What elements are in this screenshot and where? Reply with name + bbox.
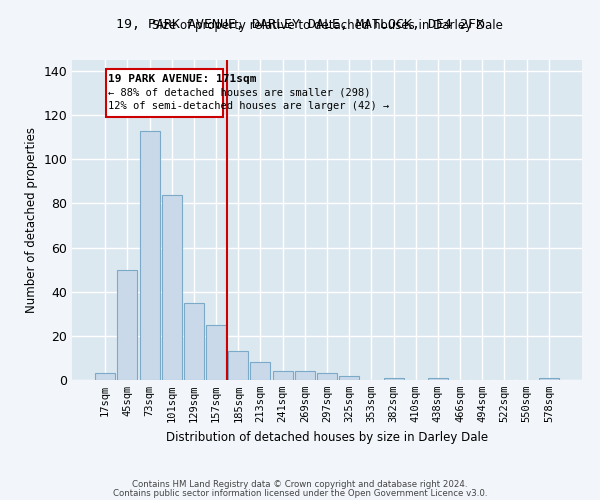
Bar xyxy=(162,194,182,380)
Text: Contains HM Land Registry data © Crown copyright and database right 2024.: Contains HM Land Registry data © Crown c… xyxy=(132,480,468,489)
Y-axis label: Number of detached properties: Number of detached properties xyxy=(25,127,38,313)
Text: Contains public sector information licensed under the Open Government Licence v3: Contains public sector information licen… xyxy=(113,488,487,498)
Bar xyxy=(428,378,448,380)
Bar xyxy=(184,303,204,380)
Bar xyxy=(539,378,559,380)
Bar xyxy=(140,130,160,380)
Bar xyxy=(383,378,404,380)
Bar xyxy=(295,371,315,380)
Text: 19, PARK AVENUE, DARLEY DALE, MATLOCK, DE4 2FX: 19, PARK AVENUE, DARLEY DALE, MATLOCK, D… xyxy=(116,18,484,30)
Bar xyxy=(95,374,115,380)
Bar xyxy=(206,325,226,380)
Bar xyxy=(228,352,248,380)
Text: ← 88% of detached houses are smaller (298): ← 88% of detached houses are smaller (29… xyxy=(108,88,371,98)
FancyBboxPatch shape xyxy=(106,69,223,117)
Bar xyxy=(317,374,337,380)
X-axis label: Distribution of detached houses by size in Darley Dale: Distribution of detached houses by size … xyxy=(166,430,488,444)
Text: 19 PARK AVENUE: 171sqm: 19 PARK AVENUE: 171sqm xyxy=(108,74,257,85)
Bar xyxy=(339,376,359,380)
Title: Size of property relative to detached houses in Darley Dale: Size of property relative to detached ho… xyxy=(152,20,502,32)
Bar xyxy=(118,270,137,380)
Bar xyxy=(272,371,293,380)
Text: 12% of semi-detached houses are larger (42) →: 12% of semi-detached houses are larger (… xyxy=(108,101,389,111)
Bar xyxy=(250,362,271,380)
